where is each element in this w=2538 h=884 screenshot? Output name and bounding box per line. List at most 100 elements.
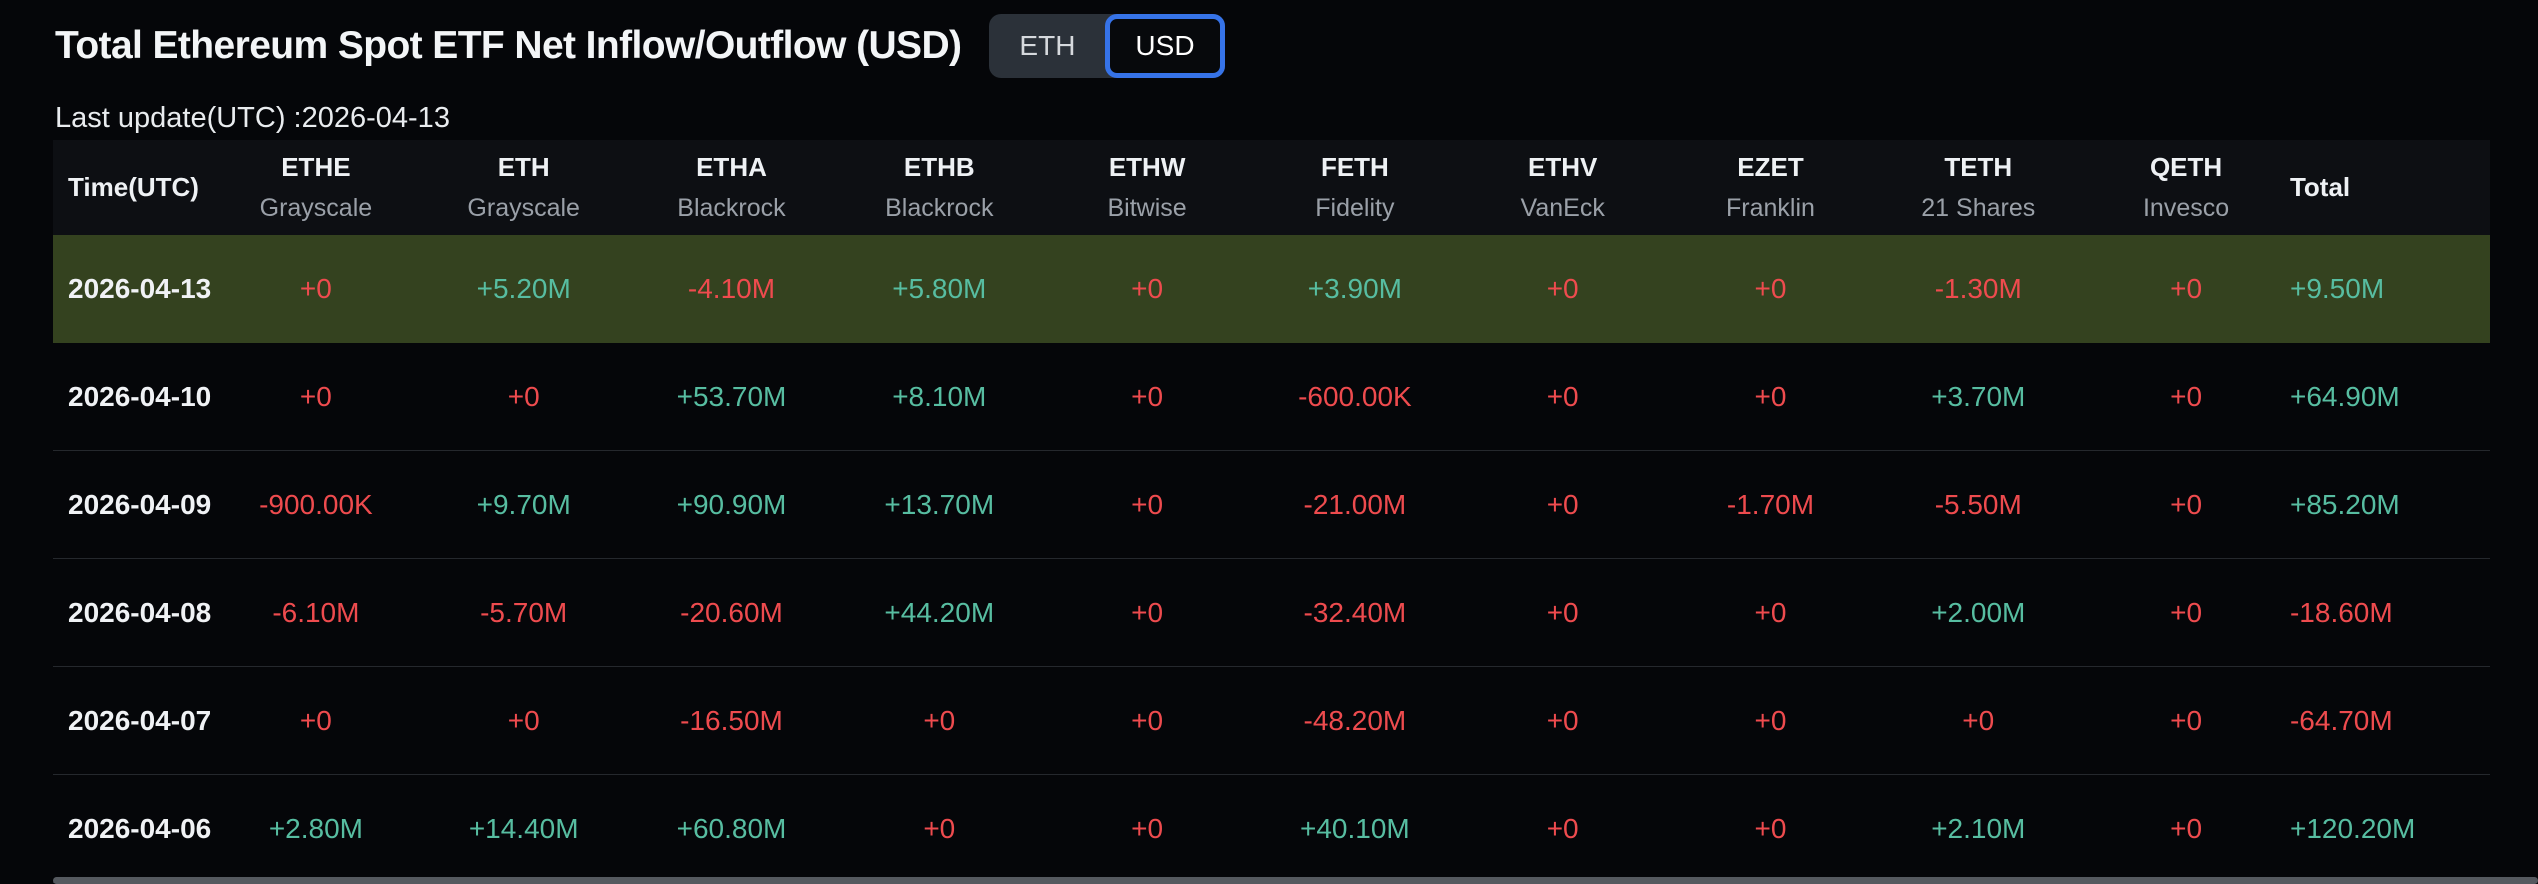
ticker-label: ETHB (903, 152, 975, 182)
flow-value-cell-ethw: +0 (1131, 272, 1164, 304)
column-header-qeth: QETH Invesco (2082, 152, 2290, 223)
flow-value-cell-ethe: +0 (299, 704, 332, 736)
flow-value-cell-teth: +3.70M (1931, 380, 2026, 412)
flow-value-cell-ethv: +0 (1546, 488, 1579, 520)
flow-value-cell-qeth: +0 (2170, 704, 2203, 736)
flow-value-cell-ethe: +0 (299, 272, 332, 304)
flow-value-cell-eth: -5.70M (480, 596, 568, 628)
flow-value-cell-teth: -1.30M (1934, 272, 2022, 304)
ticker-label: ETHW (1108, 152, 1186, 182)
flow-value-cell-eth: +0 (507, 380, 540, 412)
flow-value-cell-qeth: +0 (2170, 488, 2203, 520)
flow-value-cell-feth: -32.40M (1303, 596, 1407, 628)
column-header-ethw: ETHW Bitwise (1043, 152, 1251, 223)
ticker-label: ETHV (1528, 152, 1598, 182)
flow-value-cell-eth: +5.20M (476, 272, 571, 304)
flow-value-cell-ezet: +0 (1754, 596, 1787, 628)
flow-value-cell-qeth: +0 (2170, 596, 2203, 628)
table-row-2026-04-06: 2026-04-06 +2.80M +14.40M +60.80M +0 +0 +40.10… (53, 775, 2490, 883)
flow-value-cell-feth: -600.00K (1298, 380, 1412, 412)
flow-value-cell-ethw: +0 (1131, 812, 1164, 844)
flow-value-cell-ethv: +0 (1546, 812, 1579, 844)
issuer-label: Grayscale (259, 194, 373, 222)
flow-value-cell-eth: +14.40M (468, 812, 579, 844)
flow-value-cell-etha: +90.90M (676, 488, 787, 520)
ticker-label: ETHA (696, 152, 767, 182)
issuer-label: Blackrock (885, 194, 994, 222)
issuer-label: Invesco (2142, 194, 2230, 222)
flow-value-cell-ethe: -6.10M (272, 596, 360, 628)
ticker-label: TETH (1944, 152, 2013, 182)
last-update-label: Last update(UTC) :2026-04-13 (55, 102, 450, 134)
flow-value-cell-feth: +3.90M (1307, 272, 1402, 304)
flow-value-cell-teth: -5.50M (1934, 488, 2022, 520)
table-row-2026-04-09: 2026-04-09 -900.00K +9.70M +90.90M +13.70M +0… (53, 451, 2490, 559)
flow-value-cell-feth: -21.00M (1303, 488, 1407, 520)
flow-value-cell-ethb: +44.20M (884, 596, 995, 628)
ticker-label: ETH (497, 152, 550, 182)
flow-value-cell-ethw: +0 (1131, 380, 1164, 412)
flow-value-cell-ethv: +0 (1546, 380, 1579, 412)
scrollbar-thumb[interactable] (53, 877, 2538, 884)
table-row-2026-04-08: 2026-04-08 -6.10M -5.70M -20.60M +44.20M +0 -3… (53, 559, 2490, 667)
flow-value-cell-ethv: +0 (1546, 596, 1579, 628)
toggle-eth-button[interactable]: ETH (989, 14, 1105, 78)
column-header-ethv: ETHV VanEck (1459, 152, 1667, 223)
flow-value-cell-ethe: +0 (299, 380, 332, 412)
flow-value-cell-qeth: +0 (2170, 812, 2203, 844)
flow-value-cell-ezet: +0 (1754, 380, 1787, 412)
currency-toggle: ETH USD (989, 14, 1225, 78)
ticker-label: ETHE (281, 152, 351, 182)
date-cell: 2026-04-13 (68, 272, 212, 304)
issuer-label: Bitwise (1107, 194, 1187, 222)
date-cell: 2026-04-09 (68, 488, 212, 520)
issuer-label: Fidelity (1315, 194, 1395, 222)
column-header-eth: ETH Grayscale (420, 152, 628, 223)
flow-value-cell-etha: -4.10M (687, 272, 776, 304)
flow-value-cell-ethb: +13.70M (884, 488, 995, 520)
flow-value-cell-ezet: +0 (1754, 272, 1787, 304)
toggle-usd-button[interactable]: USD (1105, 14, 1225, 78)
flow-value-cell-ethv: +0 (1546, 704, 1579, 736)
flow-value-cell-teth: +2.00M (1931, 596, 2026, 628)
date-cell: 2026-04-10 (68, 380, 212, 412)
total-value-cell: -18.60M (2289, 596, 2393, 628)
column-header-total: Total (2289, 172, 2351, 202)
flow-value-cell-ethb: +0 (923, 812, 956, 844)
flow-value-cell-etha: -16.50M (680, 704, 783, 736)
flow-value-cell-ethe: -900.00K (259, 488, 373, 520)
column-header-ethe: ETHE Grayscale (212, 152, 420, 223)
table-row-2026-04-10: 2026-04-10 +0 +0 +53.70M +8.10M +0 -600.00K +0 +… (53, 343, 2490, 451)
column-header-feth: FETH Fidelity (1251, 152, 1459, 223)
flow-value-cell-etha: -20.60M (680, 596, 783, 628)
table-row-2026-04-07: 2026-04-07 +0 +0 -16.50M +0 +0 -48.20M +0 +0 +0 +0… (53, 667, 2490, 775)
flow-value-cell-etha: +53.70M (676, 380, 787, 412)
issuer-label: VanEck (1520, 194, 1605, 222)
table-body: 2026-04-13 +0 +5.20M -4.10M +5.80M +0 +3.90M +0… (53, 235, 2490, 883)
flow-value-cell-ethv: +0 (1546, 272, 1579, 304)
total-value-cell: +64.90M (2289, 380, 2400, 412)
flow-value-cell-ethb: +0 (923, 704, 956, 736)
table-header-row: Time(UTC) ETHE Grayscale ETH Grayscale ETHA B… (53, 140, 2490, 235)
flow-value-cell-ezet: +0 (1754, 704, 1787, 736)
column-header-teth: TETH 21 Shares (1874, 152, 2082, 223)
ticker-label: QETH (2149, 152, 2223, 182)
flow-value-cell-ezet: +0 (1754, 812, 1787, 844)
issuer-label: 21 Shares (1921, 194, 2036, 222)
flow-value-cell-ezet: -1.70M (1726, 488, 1815, 520)
flow-value-cell-eth: +9.70M (476, 488, 571, 520)
flow-value-cell-teth: +2.10M (1931, 812, 2026, 844)
page-title: Total Ethereum Spot ETF Net Inflow/Outfl… (55, 24, 962, 67)
horizontal-scrollbar[interactable] (53, 877, 2538, 884)
total-value-cell: +9.50M (2289, 272, 2385, 304)
flow-value-cell-ethw: +0 (1131, 488, 1164, 520)
flow-value-cell-ethb: +5.80M (892, 272, 987, 304)
flow-value-cell-ethw: +0 (1131, 704, 1164, 736)
flow-value-cell-ethb: +8.10M (892, 380, 987, 412)
flow-value-cell-qeth: +0 (2170, 272, 2203, 304)
flow-value-cell-ethw: +0 (1131, 596, 1164, 628)
column-header-time: Time(UTC) (68, 172, 199, 202)
date-cell: 2026-04-07 (68, 704, 212, 736)
etf-flow-table: Time(UTC) ETHE Grayscale ETH Grayscale ETHA B… (53, 140, 2490, 883)
flow-value-cell-etha: +60.80M (676, 812, 787, 844)
